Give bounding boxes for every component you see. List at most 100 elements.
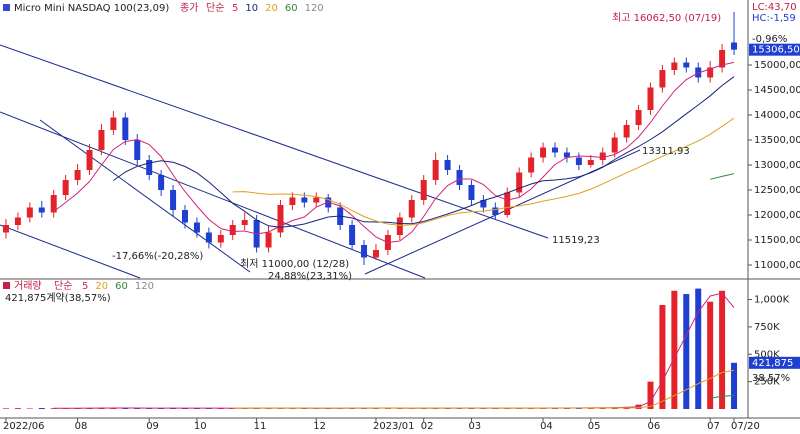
volume-ratio: 38,57% — [752, 373, 790, 384]
current-price-label: 15306,50 — [752, 45, 800, 56]
candle-body — [444, 160, 451, 170]
y-tick-label: 11000,00 — [754, 260, 800, 271]
candle-body — [170, 190, 177, 210]
candle-body — [504, 192, 511, 215]
legend-entry: 60 — [285, 3, 298, 14]
x-tick-label: 03 — [468, 421, 481, 432]
y-tick-label: 1,000K — [754, 295, 790, 306]
candle-body — [587, 160, 594, 165]
candle-body — [456, 170, 463, 185]
candle-body — [313, 197, 320, 203]
volume-bar — [325, 408, 332, 409]
annotation: 최고 16062,50 (07/19) — [612, 12, 721, 24]
change-label: -0,96% — [752, 34, 787, 45]
candle-body — [432, 160, 439, 180]
x-tick-label: 2022/06 — [3, 421, 45, 432]
candle-body — [719, 50, 726, 68]
moving-average — [232, 369, 735, 409]
candle-body — [528, 157, 535, 173]
moving-average — [710, 173, 735, 180]
volume-bar — [695, 288, 702, 409]
candle-body — [492, 207, 499, 215]
y-tick-label: 13000,00 — [754, 160, 800, 171]
x-tick-label: 10 — [194, 421, 207, 432]
price-label: 종가 — [180, 2, 198, 14]
legend-entry: 120 — [135, 281, 154, 292]
candle-body — [361, 245, 368, 258]
candle-body — [229, 225, 236, 235]
candle-body — [707, 67, 714, 78]
legend-entry: 20 — [95, 281, 108, 292]
candle-body — [599, 152, 606, 160]
candle-body — [146, 160, 153, 175]
candle-body — [26, 207, 33, 218]
candle-body — [205, 232, 212, 243]
trend-line — [364, 149, 641, 275]
candle-body — [38, 207, 45, 213]
moving-average — [53, 61, 735, 244]
y-tick-label: 15000,00 — [754, 60, 800, 71]
candle-body — [635, 110, 642, 125]
x-tick-label: 07 — [707, 421, 720, 432]
candle-body — [134, 140, 141, 160]
ma-label: 단순 — [206, 2, 224, 14]
volume-bar — [182, 408, 188, 409]
current-volume-box — [749, 356, 800, 369]
candle-body — [2, 225, 9, 233]
candle-body — [62, 180, 69, 195]
candle-body — [623, 125, 630, 138]
volume-summary: 421,875계약(38,57%) — [5, 292, 111, 304]
lc-label: LC:43,70 — [752, 2, 797, 13]
candle-body — [217, 235, 224, 243]
legend-entry: 5 — [232, 3, 238, 14]
chart-title: Micro Mini NASDAQ 100(23,09) — [14, 3, 169, 14]
y-tick-label: 250K — [754, 377, 780, 388]
candle-body — [731, 42, 738, 50]
x-tick-label: 08 — [75, 421, 88, 432]
candle-body — [408, 200, 415, 218]
x-tick-label: 09 — [146, 421, 159, 432]
series-icon — [3, 4, 10, 11]
candle-body — [516, 172, 523, 193]
candle-body — [74, 170, 81, 180]
annotation: 13311,93 — [642, 146, 690, 157]
candle-body — [575, 157, 582, 165]
hc-label: HC:-1,59 — [752, 13, 796, 24]
volume-bar — [14, 408, 21, 409]
candle-body — [468, 185, 475, 200]
candle-body — [563, 152, 570, 158]
y-tick-label: 12000,00 — [754, 210, 800, 221]
candle-body — [420, 180, 427, 200]
y-tick-label: 14500,00 — [754, 85, 800, 96]
candle-body — [349, 225, 356, 245]
moving-average — [710, 395, 735, 399]
volume-bar — [110, 408, 117, 409]
candle-body — [396, 217, 403, 235]
x-tick-label: 02 — [421, 421, 434, 432]
annotation: -17,66%(-20,28%) — [112, 251, 203, 262]
candle-body — [241, 220, 248, 225]
volume-bar — [504, 408, 511, 409]
candle-body — [182, 210, 188, 223]
x-tick-label: 12 — [313, 421, 326, 432]
x-tick-label: 11 — [254, 421, 267, 432]
volume-bar — [134, 408, 141, 409]
x-tick-label: 06 — [647, 421, 660, 432]
volume-bar — [647, 381, 654, 409]
candle-body — [611, 137, 618, 153]
y-tick-label: 14000,00 — [754, 110, 800, 121]
candle-body — [122, 117, 129, 140]
candle-body — [552, 147, 558, 153]
legend-entry: 60 — [115, 281, 128, 292]
volume-bar — [38, 408, 45, 409]
volume-bar — [683, 294, 690, 409]
y-tick-label: 13500,00 — [754, 135, 800, 146]
candle-body — [14, 217, 21, 225]
candle-body — [98, 130, 105, 150]
volume-bar — [372, 408, 379, 409]
y-tick-label: 11500,00 — [754, 235, 800, 246]
trend-line — [0, 44, 549, 239]
candle-body — [671, 62, 678, 70]
candle-body — [301, 197, 308, 203]
